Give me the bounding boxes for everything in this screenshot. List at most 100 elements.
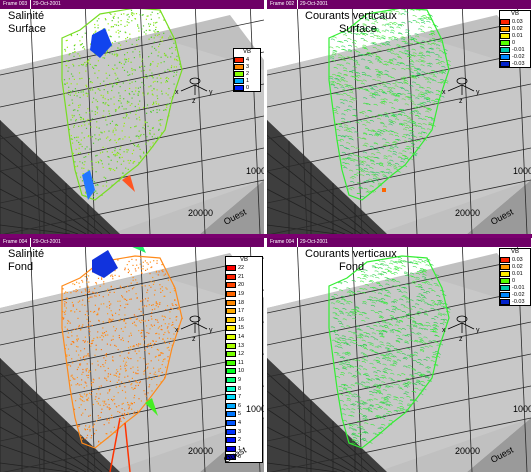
legend-swatch bbox=[500, 256, 510, 263]
legend-label: 13 bbox=[238, 342, 245, 349]
legend-entry: 17 bbox=[226, 307, 262, 316]
legend-swatch bbox=[226, 445, 236, 452]
axis-tick-y: 1000 bbox=[513, 404, 531, 414]
axis-tick-x: 20000 bbox=[455, 446, 481, 456]
box-side-face bbox=[0, 120, 120, 234]
frame-bar: Frame 003 29-Oct-2001 bbox=[0, 0, 264, 9]
frame-bar: Frame 002 29-Oct-2001 bbox=[267, 0, 531, 9]
gizmo-x-label: x bbox=[175, 89, 179, 96]
frame-label: Frame 004 bbox=[0, 238, 32, 247]
domain-3d-view[interactable]: x y z bbox=[267, 0, 531, 234]
legend-label: 19 bbox=[238, 291, 245, 298]
legend-label: 8 bbox=[238, 385, 242, 392]
legend-swatch bbox=[500, 32, 510, 39]
legend-label: 20 bbox=[238, 282, 245, 289]
grid-lines bbox=[267, 238, 531, 472]
panel-title: Salinité Fond bbox=[8, 248, 44, 274]
legend-swatch bbox=[234, 56, 244, 63]
legend-entry: 14 bbox=[226, 333, 262, 342]
legend-label: 3 bbox=[238, 428, 242, 435]
legend-swatch bbox=[500, 291, 510, 298]
color-legend: VB 0.03 0.02 0.01 0 -0.01 -0.02 -0.03 bbox=[499, 10, 531, 68]
legend-label: 12 bbox=[238, 351, 245, 358]
panel-vertical-currents-bottom[interactable]: Frame 004 29-Oct-2001 x y z Courants verticau… bbox=[267, 238, 531, 472]
legend-entry: 11 bbox=[226, 359, 262, 368]
axis-tick-x: 20000 bbox=[188, 446, 214, 456]
legend-label: 7 bbox=[238, 394, 242, 401]
legend-label: -0.01 bbox=[512, 284, 525, 291]
domain-3d-view[interactable]: x y z bbox=[267, 238, 531, 472]
frame-label: Frame 004 bbox=[267, 238, 299, 247]
legend-swatch bbox=[500, 46, 510, 53]
legend-label: 0.01 bbox=[512, 270, 523, 277]
panel-vertical-currents-surface[interactable]: Frame 002 29-Oct-2001 x y z Courants verticau… bbox=[267, 0, 531, 234]
gizmo-x-label: x bbox=[442, 89, 446, 96]
legend-entry: 16 bbox=[226, 316, 262, 325]
legend-entry: 18 bbox=[226, 298, 262, 307]
gizmo-y-label: y bbox=[476, 89, 480, 96]
legend-label: -0.02 bbox=[512, 291, 525, 298]
legend-entry: 19 bbox=[226, 290, 262, 299]
legend-entry: 0 bbox=[234, 84, 260, 91]
legend-swatch bbox=[500, 263, 510, 270]
legend-swatch bbox=[234, 63, 244, 70]
legend-entry: 4 bbox=[226, 419, 262, 428]
legend-label: 14 bbox=[238, 334, 245, 341]
legend-entry: 0.03 bbox=[500, 18, 530, 25]
legend-swatch bbox=[500, 60, 510, 67]
panel-title: Courants verticaux Fond bbox=[305, 248, 505, 274]
legend-entry: -0.02 bbox=[500, 291, 530, 298]
legend-label: 1 bbox=[246, 77, 250, 84]
legend-swatch bbox=[226, 282, 236, 289]
legend-swatch bbox=[500, 18, 510, 25]
panel-salinity-bottom[interactable]: Frame 004 29-Oct-2001 x y z Salinité Fond VB 22 2… bbox=[0, 238, 264, 472]
legend-entry: 4 bbox=[234, 56, 260, 63]
legend-label: 0.03 bbox=[512, 18, 523, 25]
axis-tick-x: 20000 bbox=[455, 208, 481, 218]
domain-3d-view[interactable]: x y z bbox=[0, 0, 264, 234]
panel-title: Courants verticaux Surface bbox=[305, 10, 505, 36]
legend-entry: 3 bbox=[226, 427, 262, 436]
box-side-face bbox=[0, 358, 120, 472]
legend-entry: 8 bbox=[226, 384, 262, 393]
legend-swatch bbox=[226, 291, 236, 298]
legend-swatch bbox=[226, 325, 236, 332]
legend-swatch bbox=[234, 77, 244, 84]
legend-label: 17 bbox=[238, 308, 245, 315]
legend-label: 6 bbox=[238, 402, 242, 409]
date-label: 29-Oct-2001 bbox=[33, 1, 61, 7]
legend-swatch bbox=[226, 368, 236, 375]
legend-swatch bbox=[500, 298, 510, 305]
legend-label: 10 bbox=[238, 368, 245, 375]
legend-entry: 3 bbox=[234, 63, 260, 70]
legend-label: 0 bbox=[512, 277, 516, 284]
gizmo-y-label: y bbox=[476, 327, 480, 334]
box-side-face bbox=[267, 120, 387, 234]
legend-swatch bbox=[226, 273, 236, 280]
legend-entry: 0.02 bbox=[500, 25, 530, 32]
legend-swatch bbox=[226, 394, 236, 401]
color-legend: VB 4 3 2 1 0 bbox=[233, 48, 261, 92]
field-region bbox=[328, 255, 451, 449]
legend-entry: 1 bbox=[226, 444, 262, 453]
legend-entry: -0.03 bbox=[500, 60, 530, 67]
legend-label: 4 bbox=[246, 56, 250, 63]
legend-entry: 5 bbox=[226, 410, 262, 419]
color-legend: VB 0.03 0.02 0.01 0 -0.01 -0.02 -0.03 bbox=[499, 248, 531, 306]
legend-entry: 10 bbox=[226, 367, 262, 376]
field-region bbox=[328, 7, 451, 201]
legend-title: VB bbox=[239, 257, 248, 263]
axis-tick-x: 20000 bbox=[188, 208, 214, 218]
gizmo-z-label: z bbox=[459, 98, 463, 105]
frame-label: Frame 002 bbox=[267, 0, 299, 9]
legend-entry: 2 bbox=[226, 436, 262, 445]
legend-label: -0.01 bbox=[512, 46, 525, 53]
panel-salinity-surface[interactable]: Frame 003 29-Oct-2001 x y z Salinité Surface VB… bbox=[0, 0, 264, 234]
gizmo-z-label: z bbox=[459, 336, 463, 343]
axes-gizmo: x y z bbox=[442, 315, 480, 343]
legend-swatch bbox=[226, 377, 236, 384]
panel-title-line: Courants verticaux bbox=[305, 10, 397, 22]
legend-swatch bbox=[500, 277, 510, 284]
legend-label: 0.02 bbox=[512, 263, 523, 270]
field-region bbox=[61, 240, 183, 472]
